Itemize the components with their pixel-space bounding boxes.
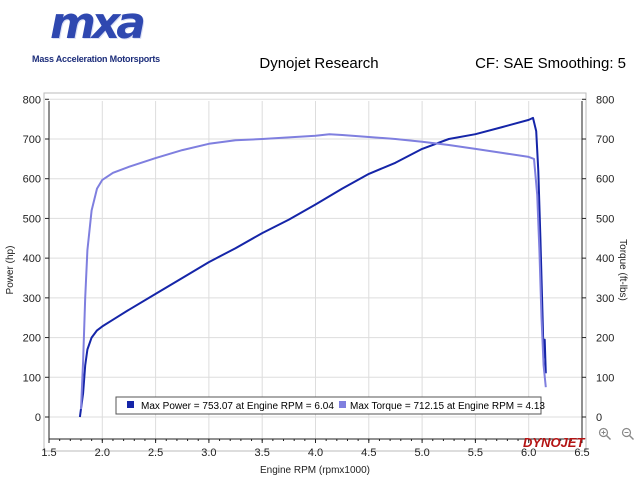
y-tick-label: 800 [23,94,41,106]
legend-entry-power: Max Power = 753.07 at Engine RPM = 6.04 [141,401,334,412]
x-axis-title: Engine RPM (rpmx1000) [260,465,370,476]
chart-frame [43,92,587,452]
y2-tick-label: 400 [596,253,614,265]
x-tick-label: 4.0 [308,447,323,459]
axis-ticks: 1.5 2.0 2.5 3.0 3.5 4.0 4.5 5.0 5.5 6.0 6.5 0 100 200… [23,94,615,459]
y-tick-label: 600 [23,174,41,186]
x-tick-label: 5.5 [468,447,483,459]
y2-tick-label: 200 [596,333,614,345]
x-tick-label: 6.5 [574,447,589,459]
x-tick-label: 2.5 [148,447,163,459]
legend-swatch-power [127,401,134,408]
y2-tick-label: 300 [596,293,614,305]
x-tick-label: 2.0 [95,447,110,459]
legend-swatch-torque [339,401,346,408]
y-tick-label: 0 [35,412,41,424]
zoom-out-icon[interactable] [621,427,635,441]
dynojet-brand-text: DYNOJET [523,435,585,450]
x-tick-label: 3.5 [255,447,270,459]
legend-entry-torque: Max Torque = 712.15 at Engine RPM = 4.13 [350,401,545,412]
zoom-in-icon[interactable] [598,427,612,441]
y-tick-label: 400 [23,253,41,265]
y2-tick-label: 500 [596,213,614,225]
legend: Max Power = 753.07 at Engine RPM = 6.04 … [115,396,545,415]
y2-tick-label: 0 [596,412,602,424]
x-tick-label: 6.0 [521,447,536,459]
x-tick-label: 4.5 [361,447,376,459]
x-tick-label: 5.0 [414,447,429,459]
y2-axis-title: Torque (ft-lbs) [617,239,628,301]
y2-tick-label: 600 [596,174,614,186]
mxa-logo: mxa Mass Acceleration Motorsports [28,0,164,66]
series-line-power [78,116,547,418]
y-axis-title: Power (hp) [5,246,16,295]
x-tick-label: 1.5 [41,447,56,459]
logo-tagline: Mass Acceleration Motorsports [32,54,160,64]
series-line-torque [80,133,547,410]
x-tick-label: 3.0 [201,447,216,459]
legend-box [115,396,542,415]
y2-tick-label: 800 [596,94,614,106]
y-tick-label: 500 [23,213,41,225]
correction-factor-label: CF: SAE Smoothing: 5 [475,55,626,72]
header: mxa Mass Acceleration Motorsports Dynoje… [0,0,640,92]
y-tick-label: 200 [23,333,41,345]
y-tick-label: 300 [23,293,41,305]
y2-tick-label: 700 [596,134,614,146]
y-tick-label: 100 [23,372,41,384]
logo-word: mxa [50,0,146,49]
y-tick-label: 700 [23,134,41,146]
dynojet-brand-mark: DYNOJET [523,435,585,450]
series-layer [78,116,547,418]
y2-tick-label: 100 [596,372,614,384]
report-title: Dynojet Research [259,55,379,72]
